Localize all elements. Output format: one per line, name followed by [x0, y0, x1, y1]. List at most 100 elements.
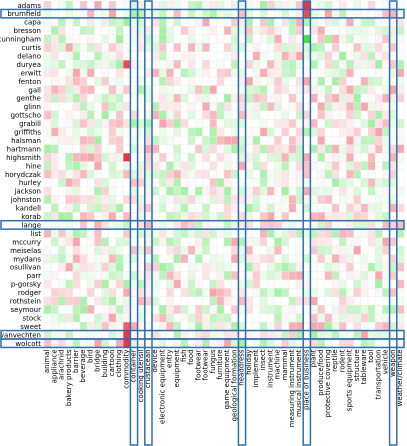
heatmap-cell: [238, 339, 246, 348]
column-label: crustacean: [144, 349, 152, 388]
heatmap-cell: [389, 119, 397, 128]
heatmap-cell: [238, 237, 246, 247]
heatmap-cell: [382, 330, 390, 339]
heatmap-cell: [202, 212, 210, 221]
heatmap-cell: [101, 313, 109, 323]
heatmap-cell: [310, 271, 318, 280]
heatmap-cell: [375, 203, 383, 213]
heatmap-cell: [137, 144, 145, 154]
heatmap-cell: [144, 144, 152, 154]
heatmap-cell: [216, 153, 224, 162]
heatmap-cell: [281, 144, 289, 154]
heatmap-cell: [44, 17, 52, 27]
column-label: footwear: [202, 349, 210, 380]
heatmap-cell: [353, 51, 361, 61]
heatmap-cell: [324, 34, 332, 44]
heatmap-cell: [274, 195, 282, 204]
heatmap-cell: [360, 102, 368, 111]
heatmap-cell: [65, 77, 73, 86]
heatmap-cell: [310, 85, 318, 94]
heatmap-cell: [159, 85, 167, 94]
heatmap-cell: [58, 279, 66, 289]
heatmap-cell: [245, 170, 253, 179]
heatmap-cell: [137, 102, 145, 111]
heatmap-cell: [94, 330, 102, 339]
heatmap-cell: [310, 136, 318, 145]
heatmap-cell: [281, 195, 289, 204]
heatmap-cell: [303, 34, 311, 44]
heatmap-cell: [209, 305, 217, 314]
heatmap-cell: [346, 203, 354, 213]
heatmap-cell: [116, 26, 124, 35]
column-label: furniture: [216, 349, 224, 379]
heatmap-cell: [231, 186, 239, 196]
heatmap-cell: [252, 330, 260, 339]
heatmap-cell: [80, 60, 88, 69]
heatmap-cell: [44, 237, 52, 247]
heatmap-cell: [116, 127, 124, 137]
heatmap-cell: [94, 26, 102, 35]
heatmap-cell: [180, 60, 188, 69]
heatmap-cell: [108, 305, 116, 314]
heatmap-cell: [339, 51, 347, 61]
heatmap-cell: [44, 186, 52, 196]
heatmap-cell: [375, 136, 383, 145]
heatmap-cell: [216, 271, 224, 280]
heatmap-cell: [173, 1, 181, 10]
heatmap-cell: [173, 330, 181, 339]
heatmap-cell: [252, 144, 260, 154]
heatmap-cell: [123, 119, 131, 128]
heatmap-cell: [303, 161, 311, 170]
heatmap-cell: [173, 195, 181, 204]
heatmap-cell: [130, 262, 138, 272]
heatmap-cell: [252, 161, 260, 170]
heatmap-cell: [353, 186, 361, 196]
heatmap-cell: [245, 339, 253, 348]
heatmap-cell: [353, 1, 361, 10]
heatmap-cell: [396, 68, 404, 78]
heatmap-cell: [123, 110, 131, 120]
heatmap-cell: [303, 127, 311, 137]
heatmap-cell: [267, 136, 275, 145]
heatmap-cell: [303, 279, 311, 289]
heatmap-cell: [296, 229, 304, 238]
heatmap-cell: [303, 93, 311, 103]
heatmap-cell: [202, 136, 210, 145]
heatmap-cell: [188, 110, 196, 120]
heatmap-cell: [51, 119, 59, 128]
heatmap-cell: [94, 102, 102, 111]
heatmap-cell: [324, 60, 332, 69]
heatmap-cell: [72, 195, 80, 204]
heatmap-cell: [51, 43, 59, 52]
heatmap-cell: [332, 34, 340, 44]
heatmap-cell: [296, 93, 304, 103]
heatmap-cell: [303, 288, 311, 297]
heatmap-cell: [224, 110, 232, 120]
heatmap-cell: [202, 288, 210, 297]
column-label: mammal: [281, 349, 289, 380]
heatmap-cell: [288, 161, 296, 170]
heatmap-cell: [180, 43, 188, 52]
heatmap-cell: [389, 26, 397, 35]
heatmap-cell: [72, 9, 80, 18]
heatmap-cell: [389, 271, 397, 280]
heatmap-cell: [389, 262, 397, 272]
row-label: capa: [24, 19, 41, 27]
heatmap-cell: [368, 43, 376, 52]
heatmap-cell: [116, 136, 124, 145]
heatmap-cell: [152, 178, 160, 187]
heatmap-cell: [375, 17, 383, 27]
heatmap-cell: [108, 237, 116, 247]
heatmap-cell: [173, 51, 181, 61]
heatmap-cell: [209, 330, 217, 339]
heatmap-cell: [296, 203, 304, 213]
heatmap-cell: [80, 330, 88, 339]
heatmap-cell: [108, 68, 116, 78]
heatmap-cell: [51, 339, 59, 348]
heatmap-cell: [94, 136, 102, 145]
heatmap-cell: [310, 262, 318, 272]
heatmap-cell: [130, 144, 138, 154]
heatmap-cell: [180, 313, 188, 323]
heatmap-cell: [65, 127, 73, 137]
heatmap-cell: [58, 43, 66, 52]
